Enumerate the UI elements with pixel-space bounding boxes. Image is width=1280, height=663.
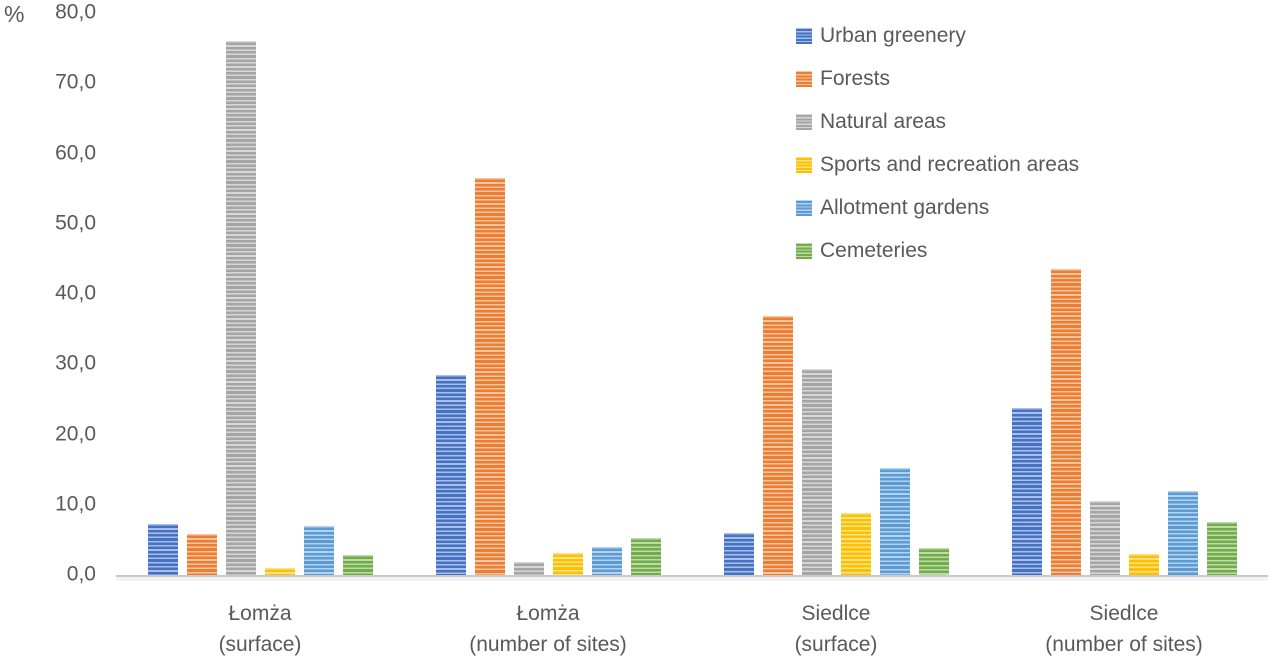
x-axis-category-label: Łomża (surface)	[218, 602, 302, 656]
bar-allotment-gardens	[303, 525, 334, 575]
bar-urban-greenery	[147, 524, 178, 575]
bar-urban-greenery	[1011, 407, 1042, 575]
legend-item-sports-and-recreation-areas: Sports and recreation areas	[796, 153, 1079, 177]
legend-swatch-icon	[796, 243, 812, 259]
x-axis-category-label: Siedlce (surface)	[794, 602, 878, 656]
bar-forests	[1050, 269, 1081, 575]
bar-natural-areas	[1089, 501, 1120, 575]
y-tick-label: 10,0	[55, 492, 96, 516]
bar-group-łomża-number-of-sites	[404, 13, 692, 575]
y-tick-label: 70,0	[55, 70, 96, 94]
bar-natural-areas	[225, 41, 256, 575]
y-tick-label: 80,0	[55, 0, 96, 24]
bar-forests	[474, 178, 505, 575]
bar-allotment-gardens	[1167, 490, 1198, 575]
bar-cemeteries	[342, 554, 373, 575]
bar-forests	[762, 316, 793, 575]
x-axis-category-label: Łomża (number of sites)	[469, 602, 627, 656]
legend-label: Sports and recreation areas	[820, 153, 1080, 176]
bar-group-łomża-surface	[116, 13, 404, 575]
bar-allotment-gardens	[879, 468, 910, 575]
bar-sports-and-recreation-areas	[1128, 553, 1159, 575]
bar-sports-and-recreation-areas	[552, 553, 583, 575]
y-tick-label: 60,0	[55, 141, 96, 165]
legend-item-urban-greenery: Urban greenery	[796, 24, 1079, 48]
bar-cemeteries	[1206, 522, 1237, 575]
legend-label: Allotment gardens	[820, 196, 990, 219]
legend: Urban greenery Forests Natural areas Sports…	[796, 24, 1079, 263]
y-tick-label: 50,0	[55, 211, 96, 235]
bar-natural-areas	[801, 369, 832, 575]
legend-swatch-icon	[796, 71, 812, 87]
y-axis-unit-label: %	[4, 1, 25, 27]
x-axis-category-label: Siedlce (number of sites)	[1045, 602, 1203, 656]
bar-natural-areas	[513, 562, 544, 575]
legend-item-cemeteries: Cemeteries	[796, 239, 1079, 263]
y-tick-label: 30,0	[55, 351, 96, 375]
legend-swatch-icon	[796, 114, 812, 130]
legend-swatch-icon	[796, 157, 812, 173]
bar-allotment-gardens	[591, 546, 622, 575]
bar-group-siedlce-number-of-sites	[980, 13, 1268, 575]
bar-forests	[186, 534, 217, 575]
y-tick-label: 20,0	[55, 422, 96, 446]
legend-label: Forests	[820, 67, 891, 90]
bar-sports-and-recreation-areas	[264, 567, 295, 575]
bar-group-siedlce-surface	[692, 13, 980, 575]
bar-cemeteries	[918, 547, 949, 575]
y-tick-label: 0,0	[66, 562, 96, 586]
bar-urban-greenery	[723, 532, 754, 575]
legend-item-natural-areas: Natural areas	[796, 110, 1079, 134]
plot-area	[116, 13, 1268, 577]
bar-urban-greenery	[435, 374, 466, 575]
y-tick-label: 40,0	[55, 281, 96, 305]
bar-sports-and-recreation-areas	[840, 513, 871, 575]
x-axis-labels: Łomża (surface) Łomża (number of sites) Sied…	[116, 598, 1268, 660]
legend-swatch-icon	[796, 200, 812, 216]
bar-cemeteries	[630, 537, 661, 575]
legend-label: Natural areas	[820, 110, 947, 133]
legend-item-allotment-gardens: Allotment gardens	[796, 196, 1079, 220]
legend-item-forests: Forests	[796, 67, 1079, 91]
legend-swatch-icon	[796, 28, 812, 44]
legend-label: Cemeteries	[820, 239, 928, 262]
legend-label: Urban greenery	[820, 24, 966, 47]
